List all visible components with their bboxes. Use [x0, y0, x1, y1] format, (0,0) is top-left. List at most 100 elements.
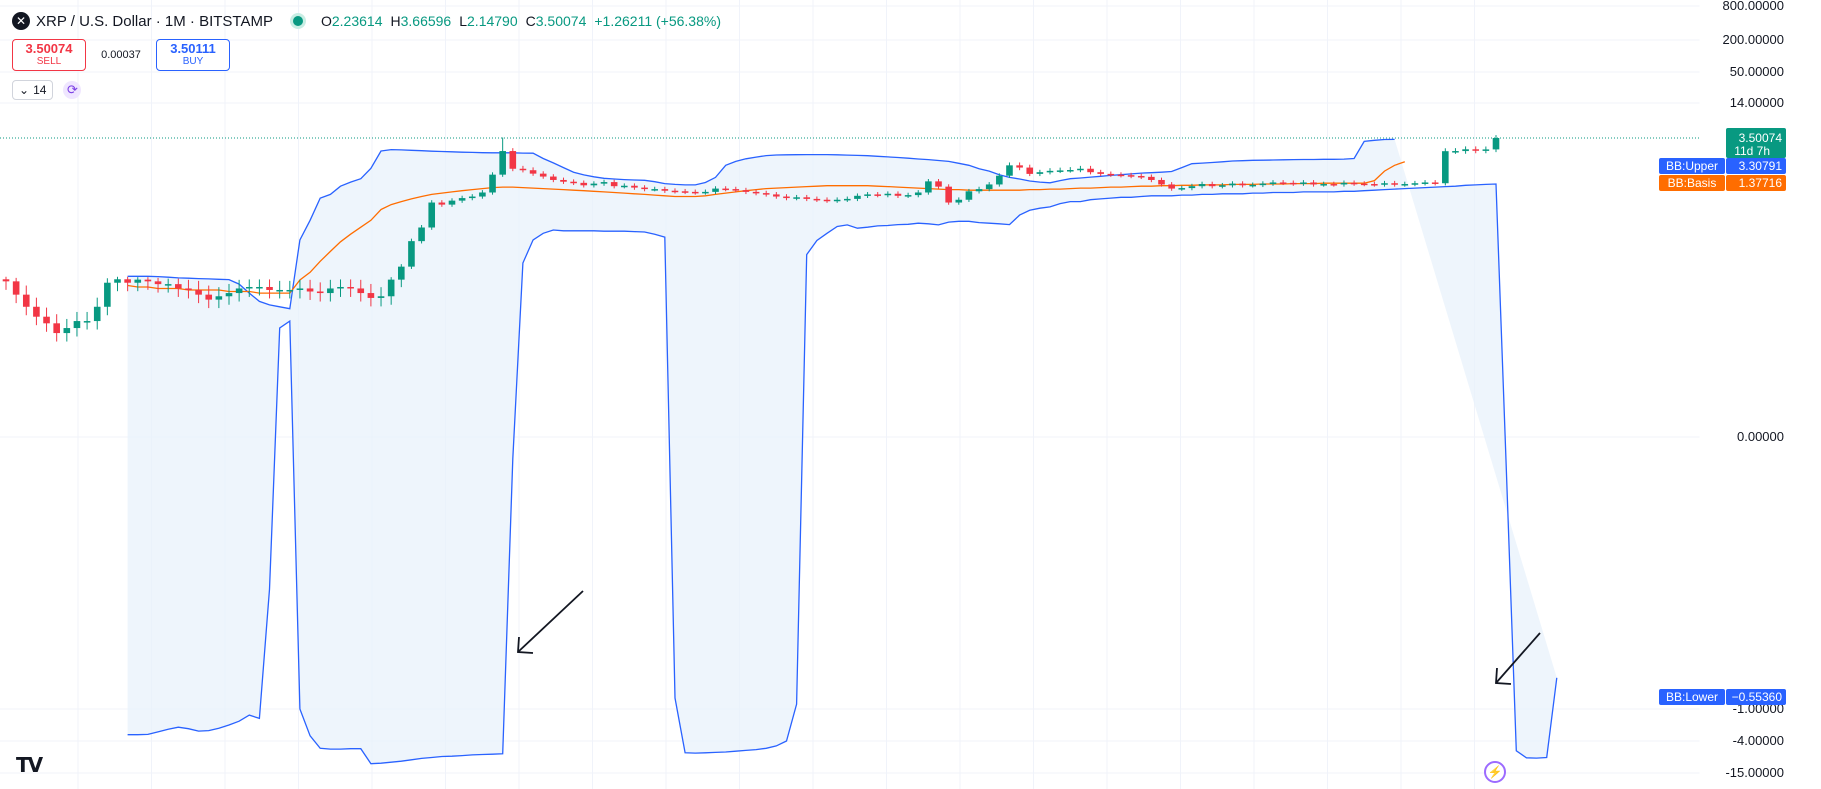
candle [600, 179, 608, 186]
candle-body [529, 170, 537, 174]
candle-body [1066, 170, 1074, 172]
candle [854, 193, 861, 202]
candle [418, 224, 425, 244]
candle-body [610, 182, 618, 187]
candle [1046, 168, 1054, 175]
candle-body [539, 173, 547, 177]
candle-body [1289, 182, 1297, 185]
candle [752, 189, 760, 196]
candle [1117, 172, 1125, 178]
candle [458, 195, 466, 203]
candle [1107, 171, 1115, 177]
candle-body [1472, 149, 1480, 151]
candle-body [225, 293, 233, 297]
bb-lower-badge-name: BB:Lower [1666, 690, 1718, 704]
candle [266, 279, 273, 299]
candle [73, 311, 81, 337]
candle [428, 200, 436, 230]
candle [965, 188, 973, 202]
candle [1300, 180, 1307, 186]
candle-body [773, 194, 780, 197]
candle [1401, 181, 1409, 187]
candle-body [1178, 188, 1186, 190]
candle-body [762, 193, 770, 195]
candle [53, 314, 60, 342]
candle [904, 192, 912, 199]
candle [813, 196, 821, 202]
candle-body [1462, 149, 1469, 152]
candle [1178, 185, 1186, 191]
candle [144, 277, 152, 290]
candle [996, 173, 1003, 187]
candle [783, 194, 790, 201]
candle-body [327, 288, 334, 294]
candle-body [337, 286, 344, 289]
candle [590, 181, 598, 188]
bb-upper-value: 3.30791 [1739, 159, 1783, 173]
candle-body [1249, 184, 1257, 187]
candle-body [53, 323, 60, 334]
candle-body [1350, 182, 1358, 185]
candle [245, 279, 253, 297]
candle [398, 264, 405, 288]
candle-body [570, 181, 577, 184]
buy-price: 3.50111 [170, 41, 216, 56]
candle [1462, 146, 1469, 154]
candle [316, 282, 324, 302]
candle [327, 279, 334, 302]
symbol-title[interactable]: XRP / U.S. Dollar · 1M · BITSTAMP [36, 12, 273, 30]
candle [438, 200, 446, 207]
buy-button[interactable]: 3.50111 BUY [156, 39, 230, 71]
candle [468, 194, 476, 201]
candle-body [1219, 185, 1226, 187]
candle [286, 280, 294, 299]
market-status-dot[interactable] [292, 16, 303, 26]
tradingview-logo-icon[interactable]: TV [16, 753, 43, 777]
candle-body [1056, 170, 1064, 172]
candle-body [833, 199, 841, 202]
candle [651, 186, 659, 192]
indicator-toggle[interactable]: ⌄ 14 [12, 80, 54, 100]
candle [114, 276, 121, 292]
candle [1026, 164, 1034, 177]
candle-body [742, 190, 750, 192]
candle-body [367, 293, 375, 298]
candle [43, 307, 50, 332]
bb-basis-badge-name: BB:Basis [1668, 176, 1717, 190]
candle [1381, 180, 1388, 187]
sell-button[interactable]: 3.50074 SELL [12, 39, 86, 71]
candle-body [1340, 182, 1348, 185]
candle [387, 277, 395, 305]
bb-basis-badge: BB:Basis 1.37716 [1659, 175, 1786, 191]
candle [894, 191, 902, 199]
candle [1168, 182, 1175, 191]
annotation-arrow [517, 590, 584, 654]
candle-body [1137, 175, 1145, 178]
refresh-icon[interactable]: ⟳ [63, 81, 82, 99]
candle [631, 183, 638, 190]
candle-body [1026, 167, 1034, 174]
candle-body [1259, 183, 1267, 186]
spread-value: 0.00037 [101, 49, 141, 61]
candle-body [245, 286, 253, 289]
chart-header: ✕ XRP / U.S. Dollar · 1M · BITSTAMP O2.2… [12, 12, 721, 30]
candle [225, 283, 233, 305]
sell-label: SELL [36, 56, 62, 67]
candle-body [398, 266, 405, 280]
candle-body [1381, 183, 1388, 185]
ai-assistant-icon[interactable]: ⚡ [1484, 761, 1506, 783]
chevron-down-icon: ⌄ [19, 83, 30, 97]
candle [1411, 180, 1419, 187]
candle-body [1006, 165, 1013, 176]
candle [560, 177, 567, 184]
candlesticks [0, 135, 1700, 342]
candle-body [580, 182, 588, 186]
candle-body [489, 174, 496, 193]
candle-body [671, 190, 679, 193]
candle [1219, 182, 1226, 189]
candle-body [509, 151, 517, 169]
candle [83, 311, 91, 330]
candle-body [1077, 168, 1084, 171]
